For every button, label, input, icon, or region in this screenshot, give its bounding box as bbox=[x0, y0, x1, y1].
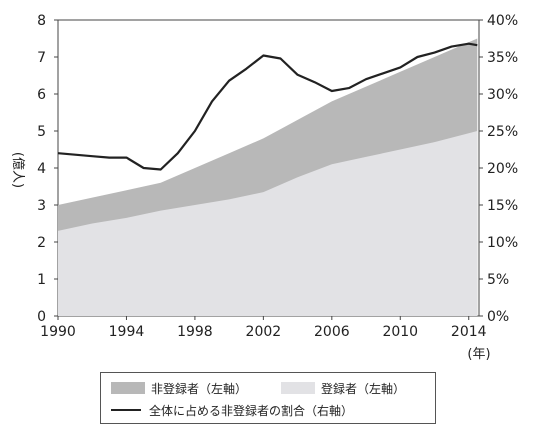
x-tick-label: 2010 bbox=[382, 324, 418, 340]
left-axis-ticks: 0 1 2 3 4 5 6 7 8 bbox=[37, 13, 58, 325]
legend: 非登録者（左軸） 登録者（左軸） 全体に占める非登録者の割合（右軸） bbox=[100, 372, 436, 424]
y-right-tick-label: 30% bbox=[487, 87, 518, 103]
y-left-tick-label: 7 bbox=[37, 50, 46, 66]
y-left-tick-label: 1 bbox=[37, 272, 46, 288]
y-right-tick-label: 25% bbox=[487, 124, 518, 140]
right-axis-ticks: 0% 5% 10% 15% 20% 25% 30% 35% 40% bbox=[479, 13, 518, 325]
y-left-tick-label: 6 bbox=[37, 87, 46, 103]
legend-item-registered: 登録者（左軸） bbox=[281, 379, 405, 397]
y-right-tick-label: 20% bbox=[487, 161, 518, 177]
y-right-tick-label: 40% bbox=[487, 13, 518, 29]
y-left-tick-label: 5 bbox=[37, 124, 46, 140]
area-series-registered bbox=[58, 131, 478, 316]
area-chart: 0 1 2 3 4 5 6 7 8 0% 5% 10% 15% 20% 25% 30% 35% 40% 1990… bbox=[10, 13, 518, 362]
y-right-tick-label: 0% bbox=[487, 309, 509, 325]
legend-swatch-non-registered bbox=[111, 382, 145, 394]
y-right-tick-label: 10% bbox=[487, 235, 518, 251]
y-right-tick-label: 35% bbox=[487, 50, 518, 66]
x-axis-unit-label: (年) bbox=[467, 347, 490, 362]
x-tick-label: 1990 bbox=[40, 324, 76, 340]
x-tick-label: 2002 bbox=[246, 324, 282, 340]
legend-item-ratio: 全体に占める非登録者の割合（右軸） bbox=[111, 401, 353, 419]
y-left-tick-label: 8 bbox=[37, 13, 46, 29]
legend-label-non-registered: 非登録者（左軸） bbox=[151, 381, 248, 396]
x-tick-label: 2006 bbox=[314, 324, 350, 340]
y-left-tick-label: 3 bbox=[37, 198, 46, 214]
legend-item-non-registered: 非登録者（左軸） bbox=[111, 379, 247, 397]
x-tick-label: 1994 bbox=[109, 324, 145, 340]
y-left-tick-label: 0 bbox=[37, 309, 46, 325]
legend-label-registered: 登録者（左軸） bbox=[321, 381, 406, 396]
x-tick-label: 2014 bbox=[451, 324, 487, 340]
line-series-ratio bbox=[57, 42, 478, 171]
y-left-tick-label: 4 bbox=[37, 161, 46, 177]
y-axis-left-label: (億人) bbox=[10, 152, 26, 188]
y-left-tick-label: 2 bbox=[37, 235, 46, 251]
x-tick-label: 1998 bbox=[177, 324, 213, 340]
y-right-tick-label: 15% bbox=[487, 198, 518, 214]
area-layer bbox=[58, 38, 478, 316]
x-axis-ticks: 1990 1994 1998 2002 2006 2010 2014 bbox=[40, 316, 487, 340]
legend-line-ratio bbox=[111, 409, 141, 411]
legend-label-ratio: 全体に占める非登録者の割合（右軸） bbox=[149, 403, 354, 418]
line-layer bbox=[57, 42, 478, 171]
legend-swatch-registered bbox=[281, 382, 315, 394]
y-right-tick-label: 5% bbox=[487, 272, 509, 288]
